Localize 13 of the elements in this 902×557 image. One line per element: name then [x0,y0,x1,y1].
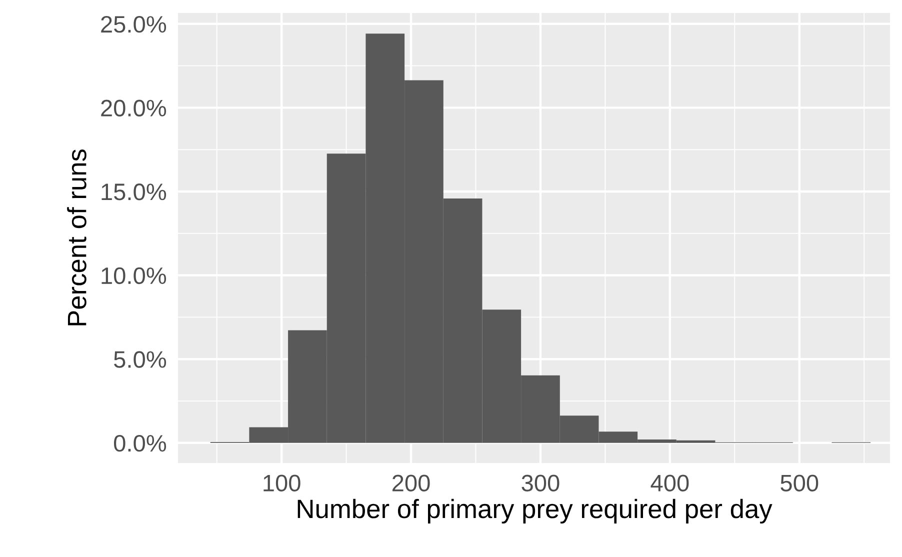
x-tick-label: 400 [650,474,689,492]
x-tick-label: 500 [780,474,818,492]
y-tick-label: 15.0% [102,184,166,200]
y-tick-label: 25.0% [101,16,166,33]
x-tick-label: 200 [392,474,430,492]
x-axis-title: Number of primary prey required per day [298,498,772,524]
y-tick-label: 5.0% [114,351,166,368]
y-tick-label: 10.0% [102,267,166,284]
x-tick-label: 300 [522,474,560,492]
y-tick-label: 20.0% [101,100,166,116]
x-tick-label: 100 [264,474,300,492]
y-tick-label: 0.0% [114,434,166,452]
y-axis-title: Percent of runs [67,149,86,326]
